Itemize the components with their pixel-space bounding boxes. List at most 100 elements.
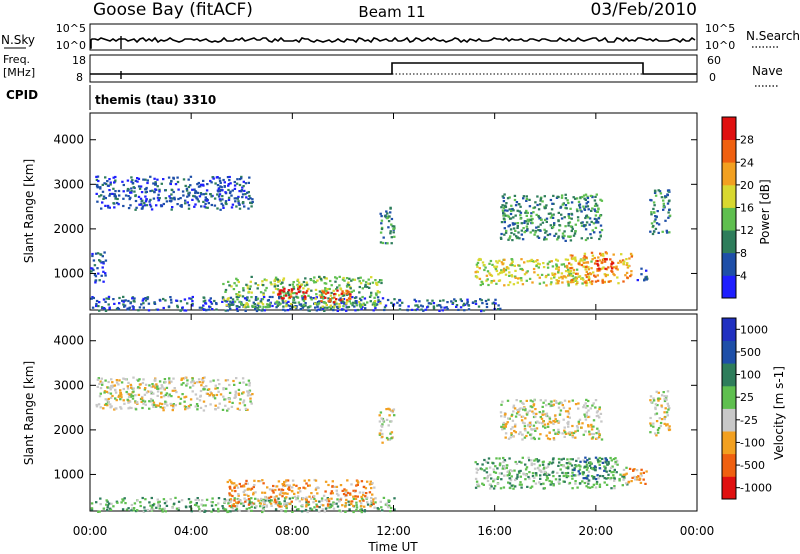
range-cell bbox=[236, 178, 239, 181]
range-cell bbox=[349, 500, 352, 503]
range-cell bbox=[290, 500, 293, 503]
range-cell bbox=[90, 297, 93, 300]
range-cell bbox=[523, 221, 526, 224]
colorbar-segment bbox=[722, 385, 736, 409]
range-cell bbox=[158, 500, 161, 503]
range-cell bbox=[218, 177, 221, 180]
range-cell bbox=[577, 420, 580, 423]
range-cell bbox=[204, 405, 207, 408]
range-cell bbox=[531, 400, 535, 403]
range-cell bbox=[164, 197, 168, 200]
range-cell bbox=[393, 225, 396, 228]
range-cell bbox=[542, 266, 546, 269]
range-cell bbox=[633, 475, 636, 478]
range-cell bbox=[324, 480, 328, 483]
range-cell bbox=[246, 408, 249, 411]
range-cell bbox=[563, 426, 566, 429]
range-cell bbox=[237, 195, 240, 198]
range-cell bbox=[235, 284, 238, 287]
range-cell bbox=[215, 308, 218, 311]
range-cell bbox=[457, 308, 460, 311]
range-cell bbox=[538, 481, 541, 484]
range-cell bbox=[300, 283, 303, 286]
range-cell bbox=[509, 235, 512, 238]
range-cell bbox=[124, 299, 127, 302]
range-cell bbox=[133, 300, 136, 303]
range-cell bbox=[516, 222, 520, 225]
range-cell bbox=[601, 267, 604, 270]
range-cell bbox=[518, 483, 522, 486]
range-cell bbox=[592, 466, 596, 470]
range-cell bbox=[667, 200, 671, 203]
range-cell bbox=[348, 300, 351, 303]
range-cell bbox=[342, 298, 346, 301]
range-cell bbox=[191, 390, 194, 393]
range-cell bbox=[188, 505, 192, 508]
range-cell bbox=[530, 459, 533, 462]
range-cell bbox=[585, 221, 589, 224]
range-cell bbox=[261, 303, 265, 306]
range-cell bbox=[528, 425, 532, 428]
range-cell bbox=[114, 397, 117, 400]
range-cell bbox=[616, 276, 619, 279]
range-cell bbox=[486, 270, 490, 273]
range-cell bbox=[584, 228, 588, 231]
range-cell bbox=[304, 284, 307, 287]
range-cell bbox=[238, 183, 242, 187]
range-cell bbox=[180, 377, 184, 380]
range-cell bbox=[530, 485, 534, 488]
range-cell bbox=[574, 482, 577, 485]
range-cell bbox=[365, 281, 368, 284]
range-cell bbox=[537, 266, 540, 269]
range-cell bbox=[229, 182, 232, 185]
range-cell bbox=[550, 277, 553, 280]
colorbar-segment bbox=[722, 207, 736, 231]
range-cell bbox=[551, 272, 554, 275]
range-cell bbox=[316, 305, 319, 308]
range-cell bbox=[171, 197, 174, 200]
range-cell bbox=[604, 267, 607, 270]
range-cell bbox=[380, 281, 383, 285]
range-cell bbox=[597, 461, 600, 464]
range-cell bbox=[598, 408, 601, 411]
colorbar-tick-label: -1000 bbox=[740, 482, 772, 495]
range-cell bbox=[547, 402, 551, 406]
range-cell bbox=[574, 197, 577, 200]
range-cell bbox=[504, 436, 507, 439]
range-cell bbox=[226, 510, 229, 514]
range-cell bbox=[530, 428, 534, 431]
range-cell bbox=[475, 263, 479, 266]
range-cell bbox=[630, 270, 633, 273]
range-cell bbox=[158, 504, 161, 507]
range-cell bbox=[356, 308, 360, 312]
range-cell bbox=[390, 223, 393, 226]
range-cell bbox=[275, 278, 278, 281]
range-cell bbox=[519, 431, 522, 434]
range-cell bbox=[362, 499, 365, 502]
range-cell bbox=[245, 283, 248, 286]
colorbar-segment bbox=[722, 318, 736, 341]
range-cell bbox=[550, 281, 553, 284]
range-cell bbox=[205, 385, 208, 388]
range-cell bbox=[551, 458, 555, 461]
range-cell bbox=[501, 195, 504, 198]
range-cell bbox=[657, 231, 660, 234]
range-cell bbox=[538, 282, 542, 285]
range-cell bbox=[252, 305, 255, 308]
range-cell bbox=[349, 293, 352, 296]
range-cell bbox=[578, 472, 581, 475]
range-cell bbox=[127, 395, 131, 399]
range-cell bbox=[487, 283, 490, 287]
range-cell bbox=[141, 299, 144, 302]
range-cell bbox=[547, 463, 550, 466]
range-cell bbox=[432, 305, 436, 308]
range-cell bbox=[587, 415, 590, 419]
xtick-label: 00:00 bbox=[73, 524, 108, 538]
range-cell bbox=[585, 414, 588, 417]
range-cell bbox=[568, 400, 571, 403]
range-cell bbox=[517, 277, 520, 280]
range-cell bbox=[155, 506, 158, 509]
range-cell bbox=[360, 495, 363, 498]
range-cell bbox=[594, 478, 598, 481]
range-cell bbox=[123, 497, 126, 500]
